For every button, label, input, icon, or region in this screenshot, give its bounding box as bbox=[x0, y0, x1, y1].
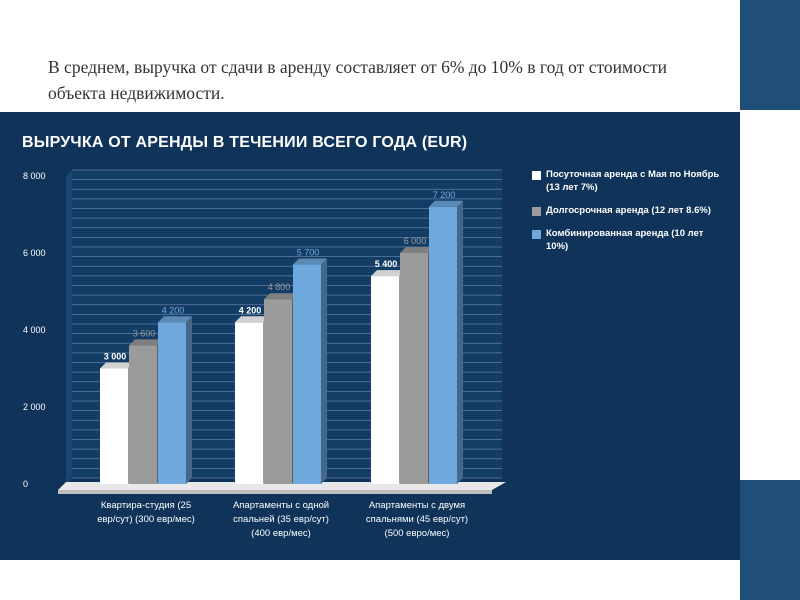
bar-top bbox=[100, 362, 134, 369]
category-label: Апартаменты с одной bbox=[233, 500, 329, 511]
legend-item-combined: Комбинированная аренда (10 лет 10%) bbox=[532, 227, 722, 253]
data-label: 4 200 bbox=[239, 305, 262, 315]
bar-top bbox=[371, 270, 405, 277]
bar bbox=[371, 276, 399, 484]
category-label: евр/сут) (300 евр/мес) bbox=[97, 514, 195, 525]
category-label: Квартира-студия (25 bbox=[101, 500, 191, 511]
legend-swatch-daily bbox=[532, 171, 541, 180]
y-tick-label: 2 000 bbox=[23, 402, 46, 412]
bar bbox=[293, 264, 321, 484]
legend-item-daily: Посуточная аренда с Мая по Ноябрь (13 ле… bbox=[532, 168, 722, 194]
bar-top bbox=[400, 247, 434, 253]
category-label: спальнями (45 евр/сут) bbox=[366, 514, 468, 525]
bar bbox=[400, 253, 428, 484]
bar-side bbox=[321, 258, 327, 484]
data-label: 4 200 bbox=[162, 305, 185, 315]
bar bbox=[158, 322, 186, 484]
legend-label-daily: Посуточная аренда с Мая по Ноябрь (13 ле… bbox=[546, 169, 720, 193]
legend-item-long-term: Долгосрочная аренда (12 лет 8.6%) bbox=[532, 204, 722, 217]
data-label: 5 400 bbox=[375, 259, 398, 269]
chart-panel: 0 2 000 4 000 6 000 8 000 3 000 3 600 4 200 Квар… bbox=[0, 112, 740, 560]
legend-label-long-term: Долгосрочная аренда (12 лет 8.6%) bbox=[546, 205, 711, 216]
decorative-strip-top bbox=[740, 0, 800, 110]
bar-top bbox=[129, 339, 163, 346]
bar-top bbox=[158, 316, 192, 323]
data-label: 5 700 bbox=[297, 248, 320, 258]
data-label: 3 600 bbox=[133, 328, 156, 338]
bar-side bbox=[186, 316, 192, 484]
category-label: (500 евро/мес) bbox=[385, 528, 450, 539]
data-label: 4 800 bbox=[268, 282, 291, 292]
bar-top bbox=[429, 200, 463, 207]
category-label: Апартаменты с двумя bbox=[369, 500, 465, 511]
legend-swatch-combined bbox=[532, 230, 541, 239]
bar-top bbox=[264, 293, 298, 300]
data-label: 7 200 bbox=[433, 190, 456, 200]
bar bbox=[235, 322, 263, 484]
y-tick-label: 4 000 bbox=[23, 325, 46, 335]
bar bbox=[129, 345, 157, 484]
chart-legend: Посуточная аренда с Мая по Ноябрь (13 ле… bbox=[532, 168, 722, 263]
chart-title: ВЫРУЧКА ОТ АРЕНДЫ В ТЕЧЕНИИ ВСЕГО ГОДА (… bbox=[22, 134, 468, 151]
bar bbox=[429, 206, 457, 485]
data-label: 6 000 bbox=[404, 236, 427, 246]
data-label: 3 000 bbox=[104, 352, 127, 362]
intro-text: В среднем, выручка от сдачи в аренду сос… bbox=[48, 57, 668, 103]
chart-floor-edge bbox=[58, 490, 492, 494]
y-tick-label: 6 000 bbox=[23, 248, 46, 258]
category-label: (400 евр/мес) bbox=[251, 528, 311, 539]
bar-chart: 0 2 000 4 000 6 000 8 000 3 000 3 600 4 200 Квар… bbox=[23, 169, 506, 539]
y-tick-label: 0 bbox=[23, 479, 28, 489]
bar bbox=[100, 368, 128, 484]
decorative-strip-bottom bbox=[740, 480, 800, 600]
plot-side-wall bbox=[66, 170, 72, 484]
legend-swatch-long-term bbox=[532, 207, 541, 216]
y-tick-label: 8 000 bbox=[23, 171, 46, 181]
bar-side bbox=[457, 200, 463, 485]
legend-label-combined: Комбинированная аренда (10 лет 10%) bbox=[546, 228, 704, 252]
bar-top bbox=[293, 258, 327, 265]
bar-top bbox=[235, 316, 269, 323]
category-label: спальней (35 евр/сут) bbox=[233, 514, 329, 525]
bar bbox=[264, 299, 292, 484]
